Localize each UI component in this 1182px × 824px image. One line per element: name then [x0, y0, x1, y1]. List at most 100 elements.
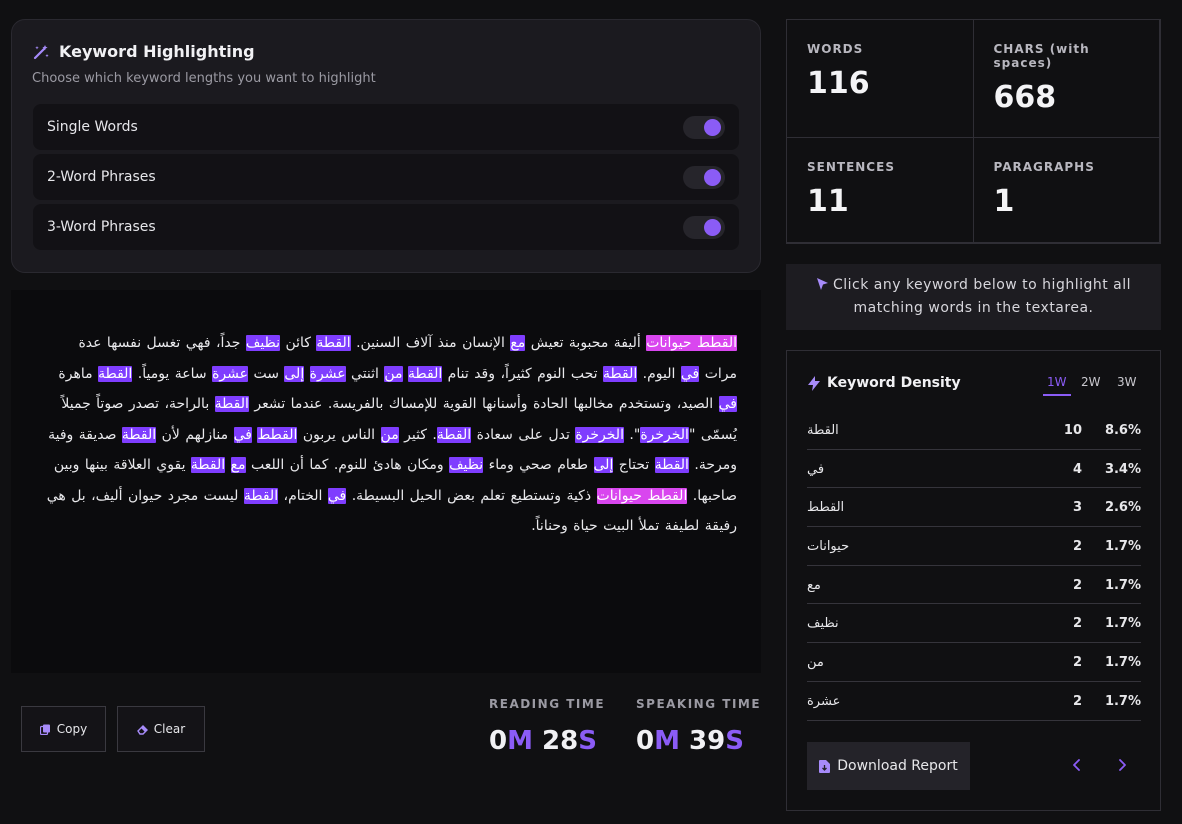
text-segment: بالراحة، تصدر صوتاً جميلاً يُسمّى "	[61, 396, 737, 443]
density-row[interactable]: مع 2 1.7%	[807, 566, 1141, 605]
clear-label: Clear	[153, 722, 186, 736]
stat-label: CHARS (with spaces)	[993, 42, 1090, 70]
text-segment: اثنتي	[345, 365, 385, 382]
text-segment: طعام صحي وماء	[483, 457, 594, 473]
stat-paragraphs: PARAGRAPHS 1	[972, 137, 1160, 243]
minutes-unit: M	[654, 726, 680, 756]
text-segment: يقوي العلاقة بينها وبين صاحبها.	[53, 457, 737, 504]
keyword-highlighting-title: Keyword Highlighting	[59, 42, 255, 61]
speaking-time-value: 0M 39S	[636, 726, 744, 756]
copy-icon	[39, 724, 50, 735]
keyword-count: 2	[1072, 539, 1082, 555]
copy-button[interactable]: Copy	[21, 706, 106, 752]
chevron-left-icon[interactable]	[1069, 757, 1085, 773]
text-segment: ذكية وتستطيع تعلم بعض الحيل البسيطة.	[346, 487, 597, 504]
phrase-highlight: القطط حيوانات	[596, 487, 688, 504]
keyword-count: 2	[1072, 616, 1082, 632]
text-segment: صديقة وفية ومرحة.	[48, 426, 737, 474]
keyword-highlight: إلى	[284, 365, 305, 382]
text-segment: ماهرة	[58, 365, 99, 382]
stat-sentences: SENTENCES 11	[786, 137, 974, 243]
text-segment: الناس يربون	[297, 426, 381, 443]
option-label: 2-Word Phrases	[47, 169, 156, 185]
download-report-label: Download Report	[837, 758, 958, 774]
chevron-right-icon[interactable]	[1114, 757, 1130, 773]
keyword-highlight: في	[680, 365, 700, 382]
keyword-highlight: الخرخرة	[640, 426, 689, 443]
text-segment: ست	[248, 365, 285, 382]
2-word-phrases-toggle[interactable]	[683, 166, 725, 189]
magic-wand-icon	[33, 44, 49, 59]
text-segment: ساعة يومياً.	[132, 365, 213, 382]
density-row[interactable]: في 4 3.4%	[807, 450, 1141, 489]
stat-label: WORDS	[807, 42, 864, 56]
density-row[interactable]: عشرة 2 1.7%	[807, 682, 1141, 721]
stat-value: 668	[993, 80, 1057, 115]
keyword: القطة	[807, 423, 839, 438]
density-row[interactable]: حيوانات 2 1.7%	[807, 527, 1141, 566]
keyword-highlight: القطة	[121, 426, 157, 443]
highlighted-text[interactable]: القطط حيوانات أليفة محبوبة تعيش مع الإنس…	[41, 328, 737, 542]
tab-1w[interactable]: 1W	[1043, 375, 1071, 396]
density-row[interactable]: القطط 3 2.6%	[807, 488, 1141, 528]
option-single-words: Single Words	[33, 104, 739, 150]
keyword-highlight: من	[384, 365, 403, 382]
keyword-highlight: الخرخرة	[575, 426, 624, 443]
text-segment: . كثير	[398, 426, 437, 443]
text-segment: تدل على سعادة	[471, 426, 576, 443]
keyword-density-panel: Keyword Density 1W 2W 3W القطة 10 8.6% في 4…	[786, 350, 1161, 811]
text-statistics: WORDS 116 CHARS (with spaces) 668 SENTEN…	[786, 19, 1161, 244]
keyword-highlight: القطة	[190, 457, 226, 473]
keyword: نظيف	[807, 616, 839, 632]
reading-time-label: READING TIME	[489, 697, 606, 711]
keyword-highlight: نظيف	[449, 457, 484, 473]
density-row[interactable]: القطة 10 8.6%	[807, 411, 1141, 450]
keyword-highlight: في	[233, 426, 252, 443]
keyword-percent: 8.6%	[1104, 423, 1141, 438]
phrase-highlight: القطط حيوانات	[646, 335, 737, 351]
keyword: من	[807, 655, 824, 671]
text-segment: الختام،	[278, 487, 328, 504]
download-report-button[interactable]: Download Report	[807, 742, 970, 790]
tab-3w[interactable]: 3W	[1117, 375, 1137, 389]
keyword-count: 2	[1072, 577, 1082, 593]
keyword-density-header: Keyword Density	[807, 375, 961, 391]
stat-words: WORDS 116	[786, 19, 974, 138]
keyword: حيوانات	[807, 539, 850, 555]
option-3-word-phrases: 3-Word Phrases	[33, 204, 739, 250]
text-segment: الصيد، وتستخدم مخالبها الحادة وأسنانها ا…	[248, 396, 719, 412]
text-segment: الإنسان منذ آلاف السنين.	[350, 335, 511, 351]
keyword-highlighting-panel: Keyword Highlighting Choose which keywor…	[11, 19, 761, 273]
tab-2w[interactable]: 2W	[1081, 375, 1101, 389]
density-row[interactable]: نظيف 2 1.7%	[807, 604, 1141, 644]
3-word-phrases-toggle[interactable]	[683, 216, 725, 239]
keyword-count: 4	[1072, 461, 1082, 477]
seconds-unit: S	[725, 726, 744, 756]
text-segment	[225, 457, 230, 473]
option-label: 3-Word Phrases	[47, 219, 156, 235]
text-segment: تحتاج	[613, 457, 655, 473]
speaking-minutes: 0	[636, 726, 655, 756]
clear-button[interactable]: Clear	[117, 706, 205, 752]
keyword-highlight: في	[327, 487, 347, 504]
keyword-highlighting-subtitle: Choose which keyword lengths you want to…	[32, 71, 376, 86]
single-words-toggle[interactable]	[683, 116, 725, 139]
speaking-seconds: 39	[689, 726, 726, 756]
lightning-icon	[808, 375, 820, 391]
keyword-count: 10	[1063, 423, 1082, 438]
density-row[interactable]: من 2 1.7%	[807, 643, 1141, 682]
text-segment: ليست مجرد حيوان أليف، بل هي رفيقة لطيفة …	[46, 487, 737, 535]
pointer-icon	[816, 278, 828, 290]
density-table: القطة 10 8.6% في 4 3.4% القطط 3 2.6% حيوانات 2 1…	[807, 411, 1141, 721]
stat-label: SENTENCES	[807, 160, 895, 174]
keyword-highlight: من	[380, 426, 399, 443]
text-editor[interactable]: القطط حيوانات أليفة محبوبة تعيش مع الإنس…	[11, 290, 761, 673]
option-label: Single Words	[47, 119, 138, 135]
reading-minutes: 0	[489, 726, 508, 756]
keyword-percent: 1.7%	[1104, 655, 1141, 671]
keyword-highlight: القطة	[214, 396, 249, 412]
text-segment: أليفة محبوبة تعيش	[525, 335, 647, 351]
text-segment: اليوم.	[637, 365, 681, 382]
reading-seconds: 28	[542, 726, 579, 756]
text-segment: ".	[623, 426, 641, 443]
